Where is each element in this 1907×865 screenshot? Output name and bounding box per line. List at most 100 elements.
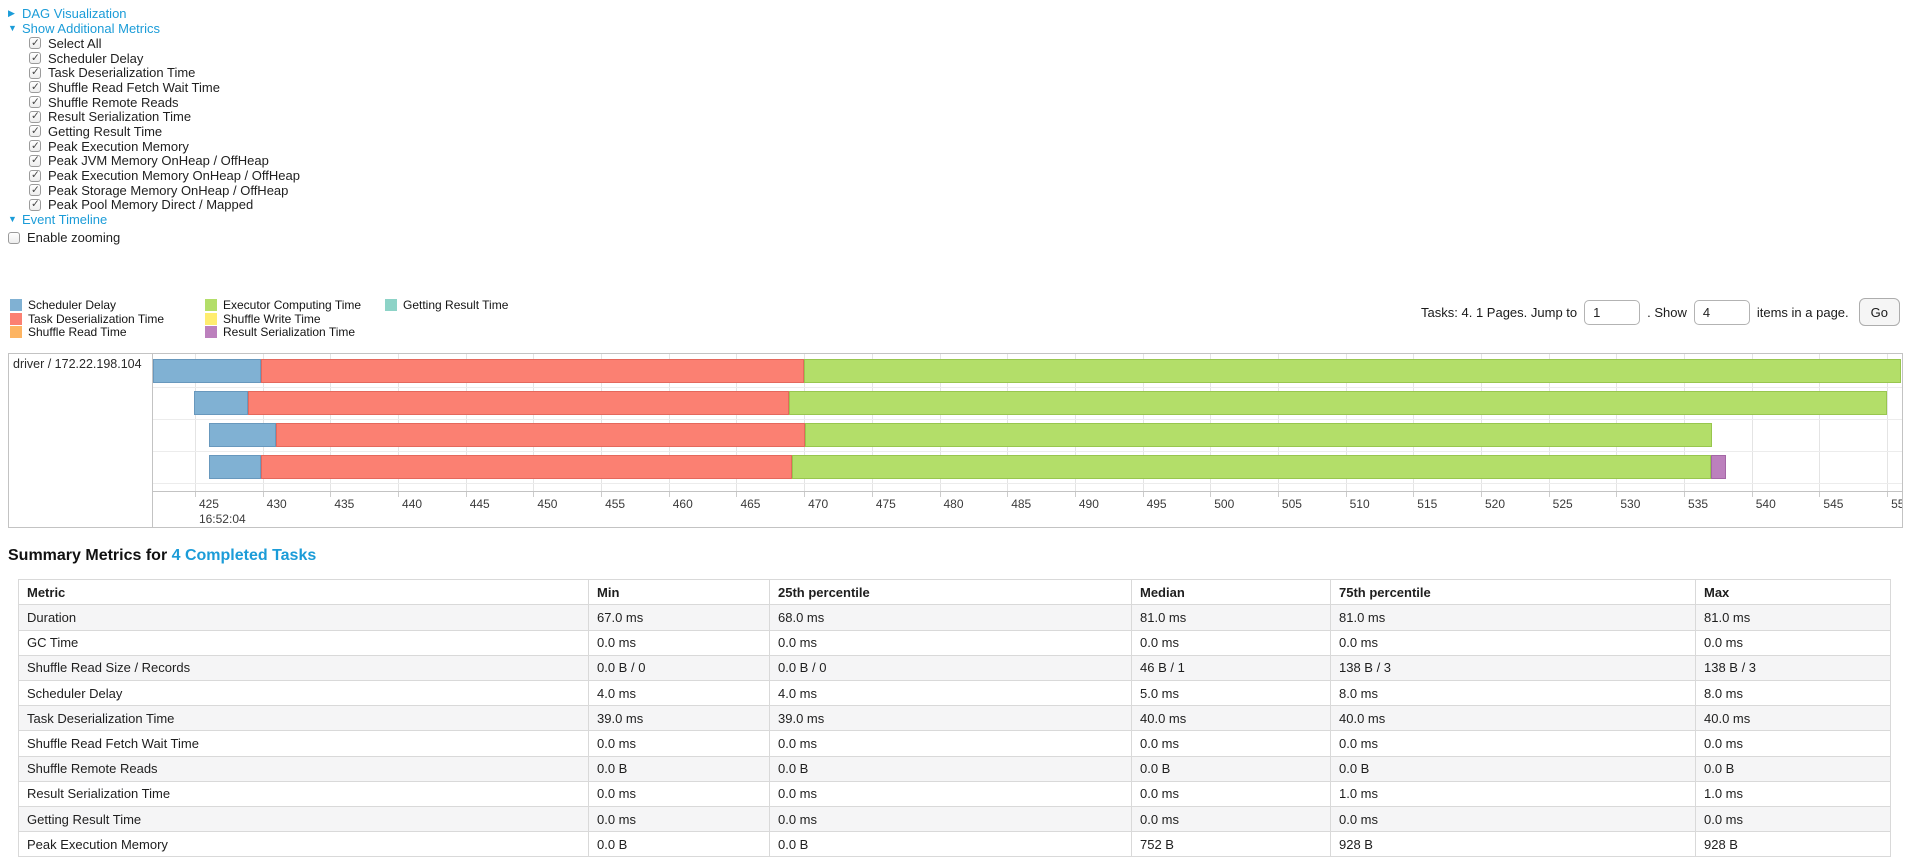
- legend-item: Executor Computing Time: [205, 298, 385, 312]
- metric-value-cell: 0.0 B: [1330, 755, 1696, 782]
- metric-value-cell: 0.0 ms: [769, 780, 1132, 807]
- completed-tasks-link[interactable]: 4 Completed Tasks: [171, 547, 317, 565]
- task-bar-executor-computing-segment[interactable]: [791, 455, 1712, 480]
- dag-visualization-label: DAG Visualization: [22, 6, 127, 21]
- pagination-info: Tasks: 4. 1 Pages. Jump to: [1421, 304, 1578, 320]
- metric-name-cell: GC Time: [18, 629, 589, 656]
- timeline-gridline: [871, 354, 873, 492]
- timeline-gridline: [1684, 354, 1686, 492]
- metric-checkbox-row: Peak Storage Memory OnHeap / OffHeap: [29, 183, 1907, 198]
- legend-item: Scheduler Delay: [10, 298, 205, 312]
- task-bar-task-deserialization-segment[interactable]: [247, 391, 790, 416]
- task-bar-scheduler-delay-segment[interactable]: [208, 423, 277, 448]
- metric-checkbox[interactable]: [29, 184, 41, 197]
- timeline-gridline: [1142, 354, 1144, 492]
- metric-value-cell: 0.0 ms: [588, 730, 770, 757]
- metric-value-cell: 40.0 ms: [1330, 705, 1696, 732]
- task-bar-task-deserialization-segment[interactable]: [261, 359, 805, 384]
- metric-checkbox[interactable]: [29, 154, 41, 167]
- axis-tick-mark: [1751, 492, 1753, 498]
- timeline-gridline: [601, 354, 603, 492]
- enable-zooming-checkbox[interactable]: [8, 231, 20, 244]
- metric-checkbox[interactable]: [29, 140, 41, 153]
- axis-tick-mark: [533, 492, 535, 498]
- metric-checkbox[interactable]: [29, 37, 41, 50]
- task-bar-task-deserialization-segment[interactable]: [261, 455, 792, 480]
- summary-column-header: 75th percentile: [1330, 579, 1696, 606]
- task-bar-executor-computing-segment[interactable]: [805, 423, 1713, 448]
- summary-title-prefix: Summary Metrics for: [8, 547, 172, 565]
- metric-checkbox[interactable]: [29, 81, 41, 94]
- metric-value-cell: 68.0 ms: [769, 604, 1132, 631]
- timeline-gridline: [262, 354, 264, 492]
- metric-checkbox-label: Peak Pool Memory Direct / Mapped: [48, 197, 254, 213]
- metric-checkbox[interactable]: [29, 198, 41, 211]
- metric-value-cell: 5.0 ms: [1131, 679, 1331, 707]
- jump-to-page-input[interactable]: [1584, 299, 1641, 325]
- summary-metrics-table: Metric Min 25th percentile Median 75th perce…: [18, 579, 1891, 858]
- metric-value-cell: 0.0 ms: [1695, 805, 1891, 833]
- metric-value-cell: 40.0 ms: [1131, 705, 1331, 732]
- metric-value-cell: 46 B / 1: [1131, 654, 1331, 682]
- timeline-task-row: [153, 388, 1902, 421]
- metric-checkbox[interactable]: [29, 96, 41, 109]
- metric-value-cell: 0.0 ms: [1330, 730, 1696, 757]
- chevron-right-icon: ▶: [8, 8, 15, 18]
- axis-tick-mark: [1210, 492, 1212, 498]
- metric-checkbox[interactable]: [29, 110, 41, 123]
- scheduler-delay-swatch-icon: [10, 299, 22, 312]
- metric-value-cell: 67.0 ms: [588, 604, 770, 631]
- chevron-down-icon: ▼: [8, 23, 17, 33]
- task-bar-scheduler-delay-segment[interactable]: [193, 391, 248, 416]
- pagination-suffix-text: items in a page.: [1756, 304, 1849, 320]
- metric-checkbox-label: Select All: [48, 35, 102, 51]
- legend-label: Executor Computing Time: [223, 298, 362, 313]
- axis-tick-mark: [1480, 492, 1482, 498]
- result-serialization-swatch-icon: [205, 326, 217, 339]
- metric-checkbox-row: Select All: [29, 36, 1907, 51]
- task-bar-scheduler-delay-segment[interactable]: [208, 455, 262, 480]
- axis-tick-mark: [1684, 492, 1686, 498]
- timeline-task-row: [153, 356, 1902, 389]
- axis-tick-mark: [1548, 492, 1550, 498]
- task-bar-executor-computing-segment[interactable]: [804, 359, 1901, 384]
- show-additional-metrics-link[interactable]: ▼ Show Additional Metrics: [8, 21, 1907, 36]
- metric-value-cell: 0.0 ms: [1131, 780, 1331, 807]
- x-axis-tick-label: 545: [1823, 497, 1844, 512]
- x-axis-tick-label: 440: [402, 497, 423, 512]
- timeline-gridline: [1277, 354, 1279, 492]
- summary-table-row: Shuffle Read Fetch Wait Time 0.0 ms 0.0 ms…: [18, 730, 1891, 757]
- x-axis-tick-label: 485: [1011, 497, 1032, 512]
- task-bar-task-deserialization-segment[interactable]: [276, 423, 806, 448]
- event-timeline-label: Event Timeline: [22, 212, 108, 228]
- dag-visualization-link[interactable]: ▶ DAG Visualization: [8, 6, 1907, 21]
- summary-table-row: Duration 67.0 ms 68.0 ms 81.0 ms 81.0 ms 81.0…: [18, 604, 1891, 631]
- summary-table-row: Shuffle Remote Reads 0.0 B 0.0 B 0.0 B 0.0 B…: [18, 755, 1891, 782]
- metric-name-cell: Shuffle Read Fetch Wait Time: [18, 730, 589, 757]
- metric-checkbox-row: Peak JVM Memory OnHeap / OffHeap: [29, 153, 1907, 168]
- task-bar-result-serialization-segment[interactable]: [1711, 455, 1727, 480]
- metric-checkbox-row: Peak Execution Memory OnHeap / OffHeap: [29, 168, 1907, 183]
- metric-value-cell: 0.0 B: [1695, 755, 1891, 782]
- metric-checkbox[interactable]: [29, 52, 41, 65]
- metric-value-cell: 0.0 B: [588, 755, 770, 782]
- metric-checkbox[interactable]: [29, 169, 41, 182]
- x-axis-tick-label: 520: [1484, 497, 1506, 512]
- timeline-gridline: [1751, 354, 1753, 492]
- event-timeline-link[interactable]: ▼ Event Timeline: [8, 212, 1907, 227]
- timeline-gridline: [736, 354, 738, 492]
- task-bar-scheduler-delay-segment[interactable]: [153, 359, 262, 384]
- legend-label: Scheduler Delay: [28, 298, 117, 313]
- show-items-input[interactable]: [1693, 299, 1750, 325]
- legend-item: Shuffle Write Time: [205, 312, 385, 326]
- timeline-gridline: [668, 354, 670, 492]
- metric-name-cell: Getting Result Time: [18, 805, 589, 833]
- metric-checkbox-label: Peak Storage Memory OnHeap / OffHeap: [48, 182, 289, 198]
- go-button[interactable]: Go: [1858, 298, 1900, 327]
- metric-checkbox[interactable]: [29, 66, 41, 79]
- metric-checkbox[interactable]: [29, 125, 41, 138]
- axis-tick-mark: [1616, 492, 1618, 498]
- task-bar-executor-computing-segment[interactable]: [789, 391, 1888, 416]
- metric-value-cell: 0.0 ms: [1131, 730, 1331, 757]
- metric-value-cell: 1.0 ms: [1330, 780, 1696, 807]
